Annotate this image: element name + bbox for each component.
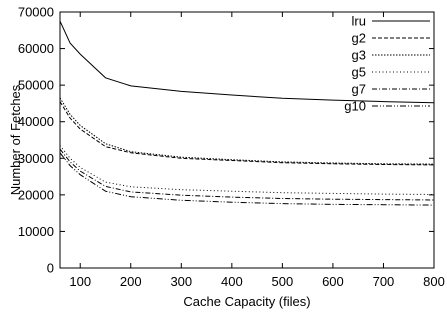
y-tick-label: 0: [47, 261, 54, 276]
legend-label-g10: g10: [344, 99, 366, 114]
x-tick-label: 600: [322, 274, 344, 289]
legend: lru g2 g3 g5 g7 g10: [344, 14, 430, 114]
series-line-g10: [59, 152, 435, 206]
x-tick-label: 100: [69, 274, 91, 289]
y-tick-label: 60000: [18, 41, 54, 56]
x-tick-label: 400: [221, 274, 243, 289]
y-tick-label: 40000: [18, 114, 54, 129]
y-tick-label: 10000: [18, 224, 54, 239]
legend-label-lru: lru: [352, 14, 366, 29]
x-tick-label: 800: [423, 274, 445, 289]
series-line-lru: [59, 20, 435, 104]
x-axis-title: Cache Capacity (files): [183, 294, 310, 309]
x-tick-label: 300: [170, 274, 192, 289]
y-tick-label: 50000: [18, 78, 54, 93]
series-line-g3: [59, 97, 435, 165]
y-tick-label: 70000: [18, 5, 54, 20]
x-tick-label: 200: [120, 274, 142, 289]
series-line-g7: [59, 148, 435, 201]
legend-label-g2: g2: [352, 31, 366, 46]
y-axis: 0 10000 20000 30000 40000 50000 60000 70000: [18, 5, 434, 276]
y-tick-label: 20000: [18, 187, 54, 202]
legend-label-g5: g5: [352, 65, 366, 80]
x-tick-label: 500: [272, 274, 294, 289]
plot-frame: [59, 11, 435, 269]
series-line-g2: [59, 101, 435, 166]
legend-label-g3: g3: [352, 48, 366, 63]
x-axis: 100 200 300 400 500 600 700 800: [69, 12, 445, 289]
legend-label-g7: g7: [352, 82, 366, 97]
series-line-g5: [59, 145, 435, 195]
y-axis-title: Number of Fetches: [8, 84, 23, 195]
y-tick-label: 30000: [18, 151, 54, 166]
series-layer: [59, 20, 435, 206]
x-tick-label: 700: [373, 274, 395, 289]
